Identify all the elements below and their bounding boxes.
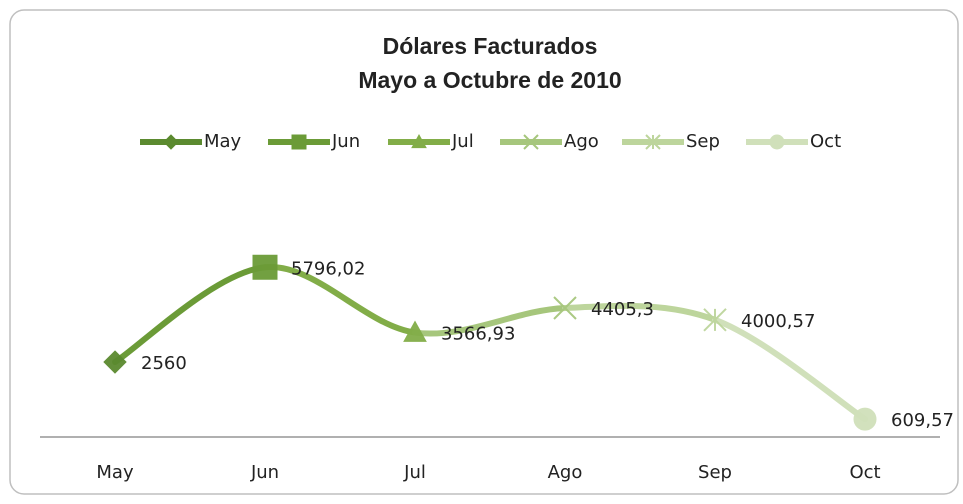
marker	[853, 407, 877, 431]
marker	[645, 134, 661, 150]
line-segment	[412, 304, 568, 337]
line-segment	[112, 264, 268, 366]
line-segment	[262, 264, 418, 336]
marker	[291, 134, 307, 150]
marker	[252, 254, 278, 280]
legend-label: Oct	[810, 131, 841, 152]
legend-label: Jul	[451, 131, 474, 152]
data-label: 609,57	[891, 410, 954, 431]
x-tick-label: Ago	[548, 462, 583, 483]
marker	[523, 134, 539, 150]
x-tick-label: Oct	[849, 462, 880, 483]
data-label: 5796,02	[291, 258, 365, 279]
x-tick-label: Sep	[698, 462, 732, 483]
data-label: 4000,57	[741, 311, 815, 332]
data-label: 4405,3	[591, 299, 654, 320]
marker	[103, 350, 127, 374]
x-tick-label: Jun	[250, 462, 279, 483]
data-label: 2560	[141, 353, 187, 374]
legend-label: Sep	[686, 131, 720, 152]
marker	[553, 296, 577, 320]
chart-title: Dólares Facturados	[383, 33, 598, 59]
chart-subtitle: Mayo a Octubre de 2010	[358, 67, 621, 93]
data-label: 3566,93	[441, 324, 515, 345]
marker	[403, 320, 427, 342]
marker	[769, 134, 785, 150]
x-tick-label: Jul	[403, 462, 426, 483]
legend-label: Ago	[564, 131, 599, 152]
line-segment	[562, 302, 718, 323]
legend-label: May	[204, 131, 242, 152]
x-tick-label: May	[96, 462, 134, 483]
legend-label: Jun	[331, 131, 360, 152]
marker	[703, 308, 727, 332]
line-segment	[712, 316, 868, 423]
chart-border	[9, 9, 959, 495]
marker	[163, 134, 179, 150]
marker	[411, 133, 427, 149]
